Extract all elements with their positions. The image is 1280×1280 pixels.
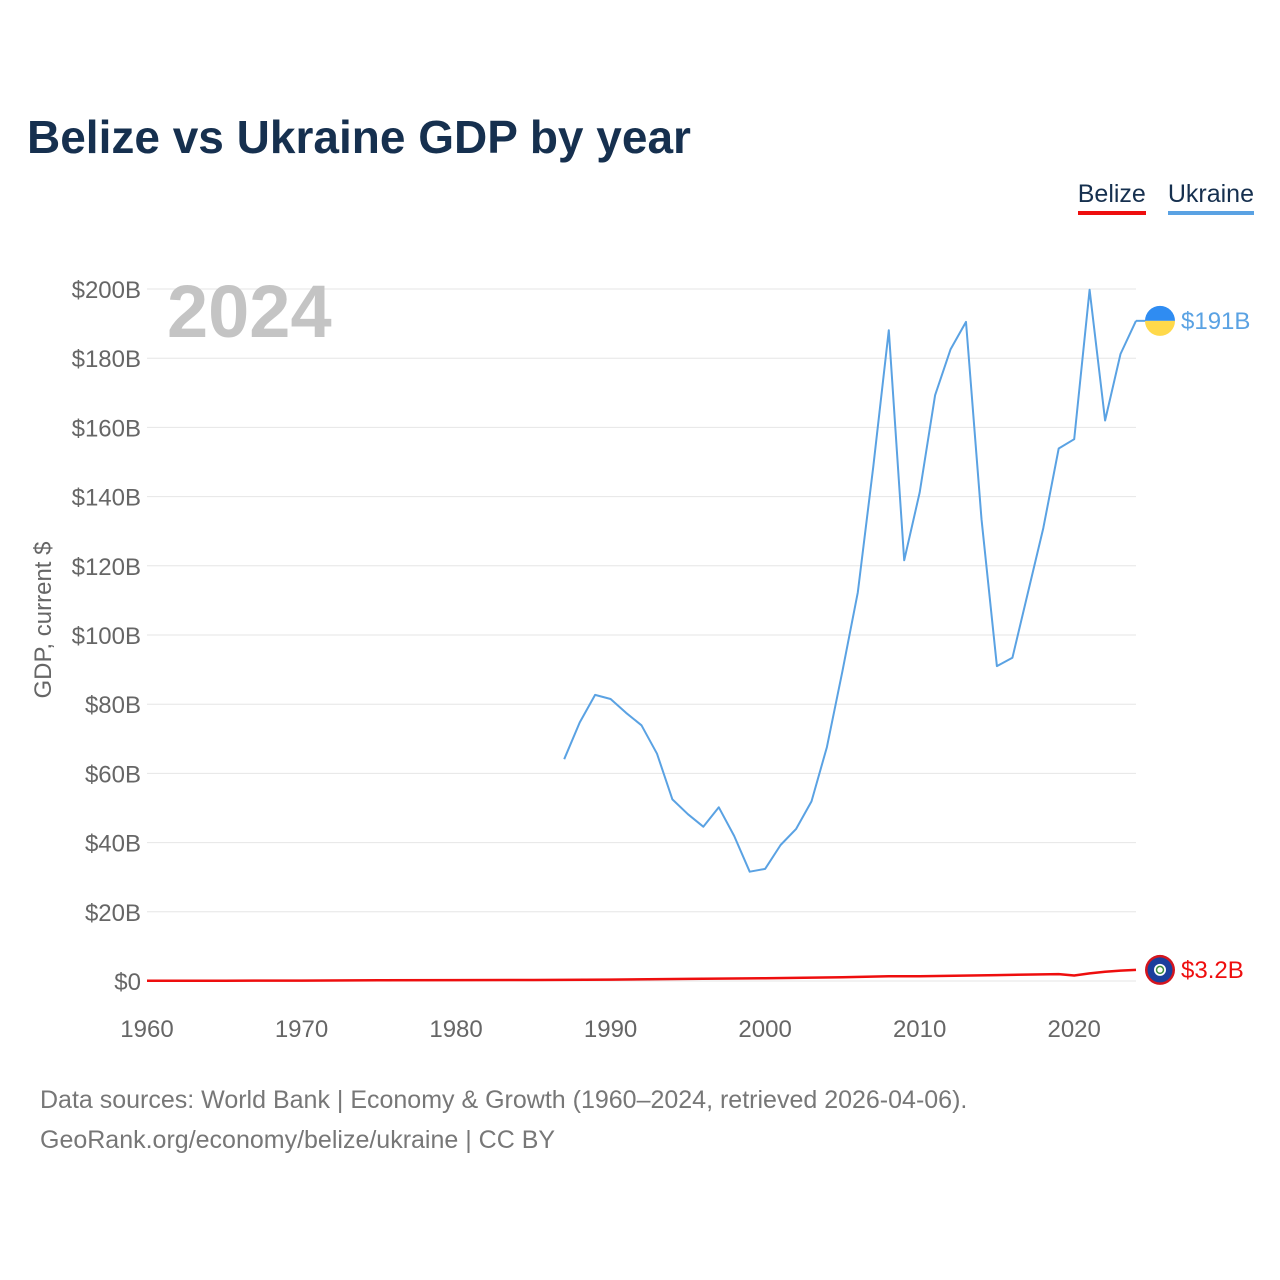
- series-line-belize: [146, 968, 1137, 983]
- y-tick-label: $200B: [72, 277, 141, 304]
- x-tick-label: 1960: [120, 1016, 173, 1043]
- legend: Belize Ukraine: [1077, 180, 1254, 215]
- x-tick-label: 1990: [584, 1016, 637, 1043]
- x-tick-label: 2020: [1047, 1016, 1100, 1043]
- legend-ukraine[interactable]: Ukraine: [1167, 180, 1254, 215]
- y-tick-label: $60B: [85, 761, 141, 788]
- y-tick-label: $180B: [72, 346, 141, 373]
- ukraine-flag-bottom-icon: [1145, 320, 1175, 336]
- source-line-1: Data sources: World Bank | Economy & Gro…: [40, 1086, 968, 1114]
- chart-title: Belize vs Ukraine GDP by year: [27, 111, 691, 163]
- y-tick-label: $20B: [85, 900, 141, 927]
- y-tick-label: $160B: [72, 415, 141, 442]
- x-tick-label: 2000: [738, 1016, 791, 1043]
- belize-flag-wreath-icon: [1155, 965, 1165, 975]
- ukraine-end-label: $191B: [1181, 308, 1250, 335]
- y-tick-label: $100B: [72, 623, 141, 650]
- y-axis-label: GDP, current $: [30, 542, 57, 699]
- x-tick-label: 2010: [893, 1016, 946, 1043]
- legend-belize[interactable]: Belize: [1077, 180, 1146, 215]
- x-tick-label: 1970: [275, 1016, 328, 1043]
- y-tick-label: $40B: [85, 831, 141, 858]
- y-tick-label: $140B: [72, 485, 141, 512]
- belize-end-label: $3.2B: [1181, 957, 1244, 984]
- data-source: Data sources: World Bank | Economy & Gro…: [40, 1080, 967, 1160]
- y-tick-label: $0: [114, 969, 141, 996]
- y-tick-label: $80B: [85, 692, 141, 719]
- year-watermark: 2024: [167, 270, 332, 353]
- ukraine-flag-top-icon: [1145, 305, 1175, 321]
- x-tick-label: 1980: [429, 1016, 482, 1043]
- source-link[interactable]: GeoRank.org/economy/belize/ukraine | CC …: [40, 1126, 556, 1154]
- series-line-ukraine: [563, 288, 1137, 873]
- y-tick-label: $120B: [72, 554, 141, 581]
